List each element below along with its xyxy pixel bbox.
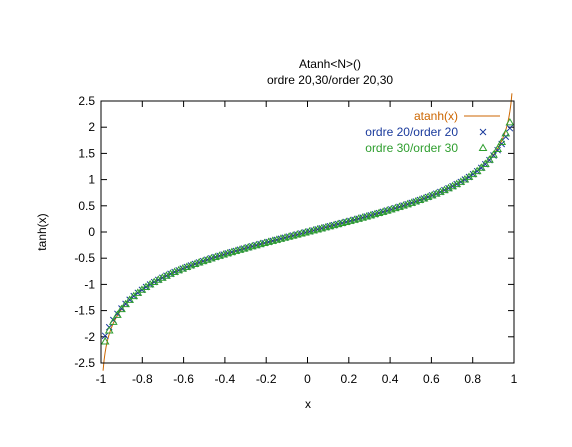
plot-frame: [100, 100, 515, 364]
point-order30: [501, 128, 511, 137]
point-order20: [502, 133, 510, 141]
point-order20: [130, 292, 138, 300]
point-order30: [480, 159, 490, 167]
chart-subtitle: ordre 20,30/order 20,30: [267, 73, 393, 87]
x-tick-label: -0.8: [132, 372, 153, 386]
x-tick-label: 0: [304, 372, 311, 386]
x-tick-label: 1: [511, 372, 518, 386]
point-order30: [157, 273, 167, 281]
y-tick-label: 1: [88, 173, 95, 187]
point-order30: [456, 177, 466, 185]
y-tick-label: 0: [88, 225, 95, 239]
y-axis: -2.5 -2 -1.5 -1 -0.5 0 0.5 1 1.5 2 2.5: [74, 94, 514, 370]
y-tick-label: -2.5: [74, 356, 95, 370]
point-order30: [505, 117, 515, 126]
point-order30: [117, 304, 126, 313]
y-tick-label: 1.5: [78, 146, 95, 160]
point-order30: [448, 181, 458, 190]
y-tick-label: 2: [88, 120, 95, 134]
legend-label: ordre 30/order 30: [365, 141, 458, 155]
point-order30: [149, 277, 159, 286]
y-tick-label: -1.5: [74, 304, 95, 318]
point-order30: [489, 150, 498, 158]
x-axis: -1 -0.8 -0.6 -0.4 -0.2 0 0.2 0.4 0.6 0.8 1: [96, 101, 518, 386]
x-tick-label: 0.8: [464, 372, 481, 386]
point-order30: [497, 137, 507, 146]
point-order30: [113, 310, 122, 318]
x-tick-label: -0.2: [256, 372, 277, 386]
point-order30: [444, 183, 453, 192]
point-order30: [125, 295, 135, 303]
point-order30: [153, 275, 163, 283]
x-tick-label: -1: [96, 372, 107, 386]
legend-label: atanh(x): [414, 109, 458, 123]
point-order30: [452, 179, 462, 188]
point-order30: [145, 279, 155, 288]
point-order30: [108, 317, 118, 325]
x-tick-label: -0.4: [215, 372, 236, 386]
chart-title: Atanh<N>(): [299, 57, 361, 71]
plot-area: [100, 93, 515, 371]
point-order30: [121, 299, 130, 308]
y-tick-label: 2.5: [78, 94, 95, 108]
legend-swatch-x: [479, 128, 487, 136]
point-order30: [104, 326, 114, 334]
x-axis-label: x: [305, 397, 311, 411]
y-axis-label: tanh(x): [35, 213, 49, 250]
x-tick-label: 0.4: [382, 372, 399, 386]
x-tick-label: -0.6: [173, 372, 194, 386]
point-order30: [476, 163, 486, 171]
y-tick-label: -1: [84, 277, 95, 291]
legend-swatch-triangle: [478, 143, 488, 151]
y-tick-label: -0.5: [74, 251, 95, 265]
legend-label: ordre 20/order 20: [365, 125, 458, 139]
point-order30: [493, 144, 502, 153]
point-order30: [485, 155, 494, 163]
point-order20: [506, 124, 514, 132]
y-tick-label: -2: [84, 330, 95, 344]
legend: atanh(x) ordre 20/order 20 ordre 30/order …: [365, 109, 500, 155]
x-tick-label: 0.2: [340, 372, 357, 386]
point-order30: [100, 337, 110, 345]
y-tick-label: 0.5: [78, 199, 95, 213]
point-order20: [101, 332, 109, 340]
x-tick-label: 0.6: [423, 372, 440, 386]
